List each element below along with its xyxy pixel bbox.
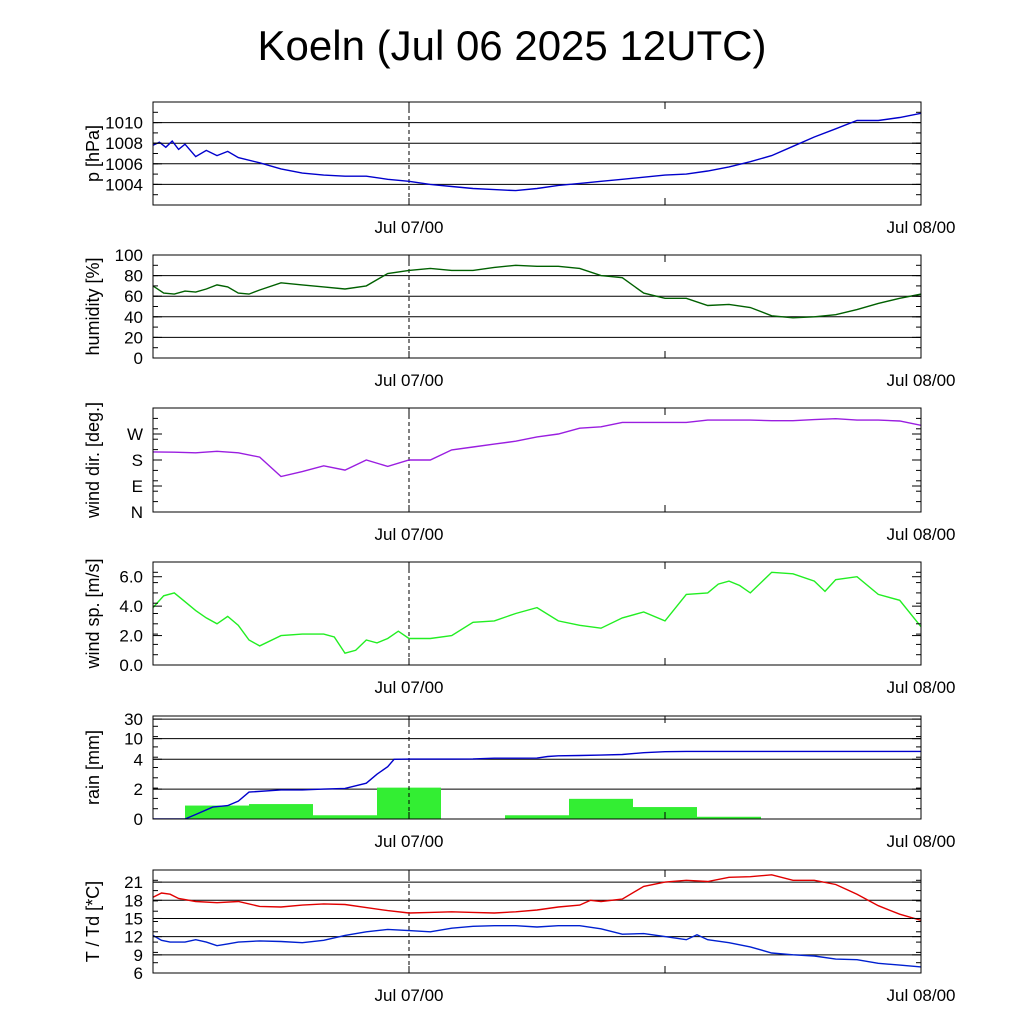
- y-tick-label: 40: [124, 308, 143, 327]
- rain-bar: [569, 798, 633, 819]
- y-tick-label: 4.0: [119, 597, 143, 616]
- y-axis-label: rain [mm]: [83, 730, 103, 805]
- x-tick-label: Jul 08/00: [887, 525, 956, 544]
- y-tick-label: 0.0: [119, 656, 143, 675]
- panel-4: 0.0 2.0 4.0 6.0 Jul 07/00 Jul 08/00 wind sp. […: [83, 558, 956, 697]
- x-tick-label: Jul 08/00: [887, 371, 956, 390]
- panel-frame: [152, 254, 922, 359]
- y-tick-label: 0: [134, 810, 143, 829]
- y-tick-label: 1006: [105, 155, 143, 174]
- rain-bar: [697, 816, 761, 819]
- rain-bar: [185, 805, 249, 819]
- series-line-2: [153, 925, 921, 968]
- y-tick-label: 1004: [105, 175, 143, 194]
- y-tick-label: N: [131, 503, 143, 522]
- panel-frame: [152, 101, 922, 206]
- x-tick-label: Jul 07/00: [375, 832, 444, 851]
- panel-frame: [152, 407, 922, 513]
- y-tick-label: 1010: [105, 114, 143, 133]
- y-tick-label: 6.0: [119, 568, 143, 587]
- series-line-1: [153, 112, 921, 192]
- y-tick-label: 18: [124, 891, 143, 910]
- series-line-1: [153, 264, 921, 319]
- y-tick-label: 2.0: [119, 627, 143, 646]
- y-tick-label: W: [127, 425, 143, 444]
- rain-bar: [249, 804, 313, 819]
- series-line-1: [153, 417, 921, 478]
- y-tick-label: 15: [124, 909, 143, 928]
- y-tick-label: 30: [124, 710, 143, 729]
- y-axis-label: T / Td [*C]: [83, 881, 103, 962]
- x-tick-label: Jul 08/00: [887, 986, 956, 1005]
- page-title: Koeln (Jul 06 2025 12UTC): [257, 22, 767, 69]
- y-tick-label: 9: [134, 946, 143, 965]
- y-tick-label: 6: [134, 964, 143, 983]
- x-tick-label: Jul 07/00: [375, 678, 444, 697]
- x-tick-label: Jul 08/00: [887, 832, 956, 851]
- y-tick-label: E: [132, 477, 143, 496]
- y-tick-label: 1008: [105, 134, 143, 153]
- y-tick-label: 20: [124, 328, 143, 347]
- panel-frame: [152, 869, 922, 974]
- y-axis-label: wind sp. [m/s]: [83, 558, 103, 669]
- series-line-1: [153, 750, 921, 819]
- rain-bar: [313, 815, 377, 819]
- y-tick-label: 0: [134, 349, 143, 368]
- x-tick-label: Jul 08/00: [887, 218, 956, 237]
- series-line-1: [153, 571, 921, 655]
- x-tick-label: Jul 08/00: [887, 678, 956, 697]
- series-line-1: [153, 874, 921, 921]
- y-tick-label: 4: [134, 750, 143, 769]
- y-tick-label: 60: [124, 287, 143, 306]
- x-tick-label: Jul 07/00: [375, 218, 444, 237]
- x-tick-label: Jul 07/00: [375, 986, 444, 1005]
- x-tick-label: Jul 07/00: [375, 371, 444, 390]
- rain-bar: [505, 815, 569, 819]
- y-tick-label: 10: [124, 730, 143, 749]
- y-tick-label: 100: [115, 246, 143, 265]
- y-tick-label: 80: [124, 267, 143, 286]
- y-tick-label: S: [132, 451, 143, 470]
- y-tick-label: 21: [124, 873, 143, 892]
- y-axis-label: p [hPa]: [83, 125, 103, 182]
- x-tick-label: Jul 07/00: [375, 525, 444, 544]
- y-tick-label: 2: [134, 780, 143, 799]
- panel-frame: [152, 715, 922, 820]
- y-axis-label: humidity [%]: [83, 257, 103, 355]
- y-tick-label: 12: [124, 928, 143, 947]
- y-axis-label: wind dir. [deg.]: [83, 402, 103, 519]
